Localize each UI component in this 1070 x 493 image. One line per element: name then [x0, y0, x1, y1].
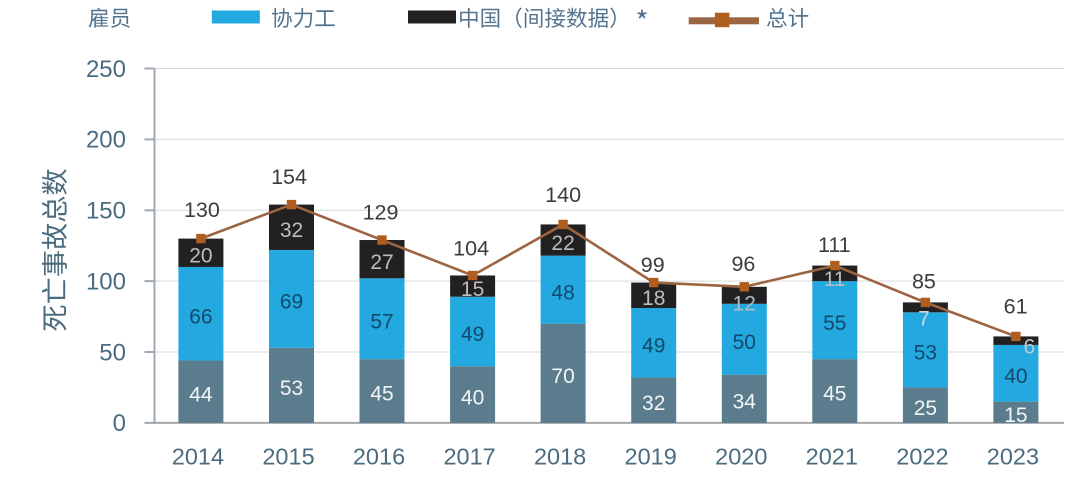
svg-text:66: 66 — [189, 306, 212, 329]
svg-text:69: 69 — [280, 291, 303, 314]
svg-text:99: 99 — [641, 253, 665, 277]
svg-text:2020: 2020 — [715, 444, 767, 470]
svg-text:50: 50 — [733, 331, 756, 354]
svg-text:96: 96 — [731, 252, 755, 276]
svg-text:53: 53 — [280, 377, 303, 400]
svg-text:2017: 2017 — [443, 444, 495, 470]
svg-text:2015: 2015 — [262, 444, 314, 470]
svg-text:130: 130 — [184, 198, 220, 222]
svg-text:53: 53 — [914, 342, 937, 365]
svg-text:2016: 2016 — [353, 444, 405, 470]
svg-text:27: 27 — [370, 251, 393, 274]
svg-text:49: 49 — [642, 335, 665, 358]
svg-text:200: 200 — [86, 127, 126, 154]
svg-text:25: 25 — [914, 397, 937, 420]
svg-text:49: 49 — [461, 323, 484, 346]
svg-text:15: 15 — [1004, 404, 1027, 427]
svg-text:111: 111 — [818, 233, 851, 257]
svg-text:2023: 2023 — [987, 444, 1039, 470]
svg-text:45: 45 — [370, 383, 393, 406]
svg-text:104: 104 — [453, 237, 489, 261]
svg-text:61: 61 — [1004, 295, 1028, 319]
svg-text:18: 18 — [642, 287, 665, 310]
svg-text:6: 6 — [1023, 336, 1035, 359]
svg-text:50: 50 — [99, 339, 126, 366]
svg-text:250: 250 — [86, 56, 126, 83]
svg-text:154: 154 — [271, 165, 307, 189]
svg-text:57: 57 — [370, 310, 393, 333]
svg-text:34: 34 — [733, 391, 757, 414]
svg-text:150: 150 — [86, 198, 126, 225]
svg-text:85: 85 — [912, 270, 936, 294]
svg-text:100: 100 — [86, 268, 126, 295]
svg-text:7: 7 — [918, 307, 930, 330]
svg-text:11: 11 — [824, 268, 846, 291]
svg-text:2022: 2022 — [896, 444, 948, 470]
svg-text:15: 15 — [461, 278, 484, 301]
svg-text:44: 44 — [189, 383, 213, 406]
svg-text:40: 40 — [1004, 365, 1027, 388]
svg-text:40: 40 — [461, 386, 484, 409]
svg-text:12: 12 — [733, 293, 756, 316]
svg-text:2018: 2018 — [534, 444, 586, 470]
svg-text:2014: 2014 — [172, 444, 224, 470]
svg-text:45: 45 — [823, 383, 846, 406]
svg-text:140: 140 — [545, 183, 581, 207]
svg-text:32: 32 — [280, 219, 303, 242]
svg-text:70: 70 — [551, 365, 574, 388]
svg-text:129: 129 — [363, 201, 399, 225]
svg-text:48: 48 — [551, 281, 574, 304]
svg-text:0: 0 — [113, 410, 126, 437]
svg-text:2021: 2021 — [806, 444, 858, 470]
svg-text:22: 22 — [551, 232, 574, 255]
svg-text:20: 20 — [189, 245, 212, 268]
svg-text:55: 55 — [823, 312, 846, 335]
svg-text:2019: 2019 — [625, 444, 677, 470]
svg-text:32: 32 — [642, 392, 665, 415]
